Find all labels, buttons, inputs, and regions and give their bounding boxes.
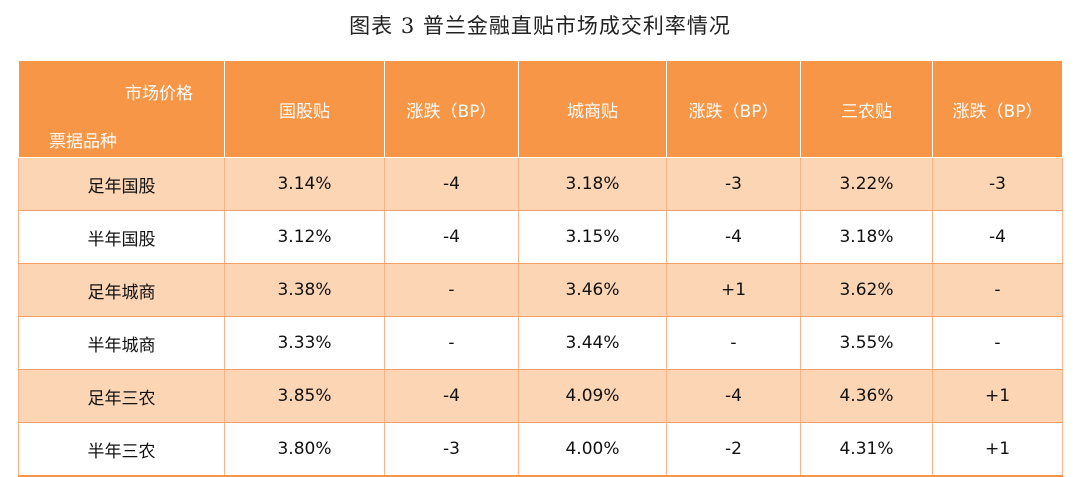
table-cell: 4.00%: [518, 422, 667, 477]
column-header: 涨跌（BP）: [932, 60, 1063, 158]
table-cell: 4.31%: [800, 422, 933, 477]
table-row: 半年国股 3.12% -4 3.15% -4 3.18% -4: [18, 210, 1063, 264]
table-cell: 3.55%: [800, 316, 933, 370]
table-cell: +1: [666, 263, 801, 317]
table-row: 足年国股 3.14% -4 3.18% -3 3.22% -3: [18, 157, 1063, 211]
table-cell: -4: [932, 210, 1063, 264]
table-cell: -3: [932, 157, 1063, 211]
table-cell: 3.38%: [224, 263, 385, 317]
row-label: 足年三农: [18, 369, 225, 423]
column-header: 三农贴: [800, 60, 933, 158]
table-cell: -: [666, 316, 801, 370]
row-label: 足年城商: [18, 263, 225, 317]
table-row: 足年三农 3.85% -4 4.09% -4 4.36% +1: [18, 369, 1063, 423]
table-cell: -2: [666, 422, 801, 477]
table-cell: 3.22%: [800, 157, 933, 211]
table-cell: 3.18%: [518, 157, 667, 211]
table-cell: 4.36%: [800, 369, 933, 423]
table-cell: -4: [384, 157, 519, 211]
row-label: 半年城商: [18, 316, 225, 370]
table-row: 半年城商 3.33% - 3.44% - 3.55% -: [18, 316, 1063, 370]
table-cell: -4: [384, 210, 519, 264]
table-cell: -: [932, 263, 1063, 317]
table-cell: 3.33%: [224, 316, 385, 370]
table-cell: -3: [384, 422, 519, 477]
column-header: 涨跌（BP）: [384, 60, 519, 158]
table-cell: 3.85%: [224, 369, 385, 423]
table-cell: 3.46%: [518, 263, 667, 317]
table-cell: 3.15%: [518, 210, 667, 264]
column-header: 涨跌（BP）: [666, 60, 801, 158]
corner-bottom-label: 票据品种: [49, 132, 117, 152]
table-cell: -3: [666, 157, 801, 211]
header-row: 市场价格 票据品种 国股贴 涨跌（BP） 城商贴 涨跌（BP） 三农贴 涨跌（B…: [18, 60, 1063, 158]
table-cell: 4.09%: [518, 369, 667, 423]
table-cell: -4: [666, 369, 801, 423]
table-row: 半年三农 3.80% -3 4.00% -2 4.31% +1: [18, 422, 1063, 477]
table-cell: +1: [932, 369, 1063, 423]
row-label: 半年三农: [18, 422, 225, 477]
corner-top-label: 市场价格: [125, 84, 193, 104]
table-title: 图表 3 普兰金融直贴市场成交利率情况: [349, 14, 731, 38]
table-cell: -4: [384, 369, 519, 423]
table-cell: -: [384, 263, 519, 317]
table-cell: 3.12%: [224, 210, 385, 264]
table-cell: +1: [932, 422, 1063, 477]
table-row: 足年城商 3.38% - 3.46% +1 3.62% -: [18, 263, 1063, 317]
column-header: 城商贴: [518, 60, 667, 158]
table-cell: 3.62%: [800, 263, 933, 317]
table-cell: 3.80%: [224, 422, 385, 477]
column-header: 国股贴: [224, 60, 385, 158]
rate-table: 市场价格 票据品种 国股贴 涨跌（BP） 城商贴 涨跌（BP） 三农贴 涨跌（B…: [18, 60, 1063, 477]
table-cell: 3.18%: [800, 210, 933, 264]
row-label: 足年国股: [18, 157, 225, 211]
table-cell: -: [384, 316, 519, 370]
table-cell: 3.14%: [224, 157, 385, 211]
table-cell: 3.44%: [518, 316, 667, 370]
table-cell: -4: [666, 210, 801, 264]
corner-header: 市场价格 票据品种: [18, 60, 225, 158]
row-label: 半年国股: [18, 210, 225, 264]
table-cell: -: [932, 316, 1063, 370]
